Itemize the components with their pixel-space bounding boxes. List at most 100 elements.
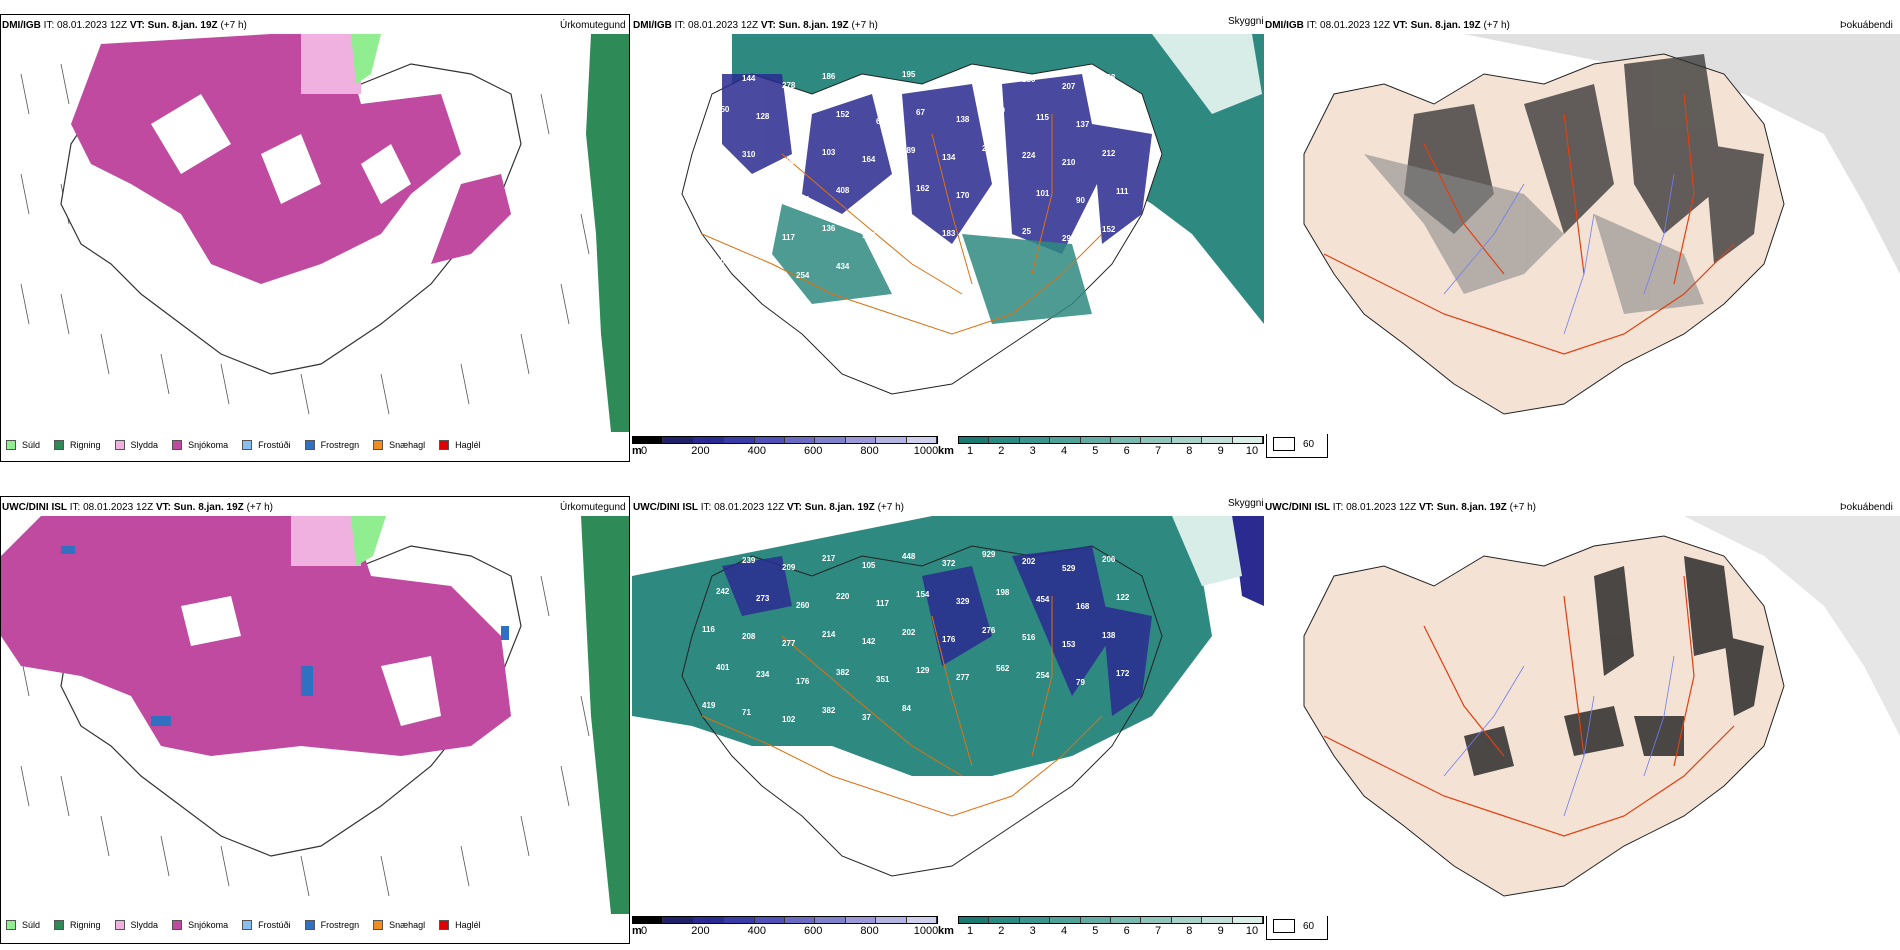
ceiling-value-label: 381 [756, 264, 770, 273]
ceiling-value-label: 239 [742, 556, 756, 565]
legend-swatch [439, 440, 450, 450]
colorbar-tick: 6 [1123, 925, 1130, 937]
ceiling-value-label: 189 [902, 146, 916, 155]
ceiling-value-label: 138 [956, 115, 970, 124]
ceiling-value-label: 202 [1022, 557, 1036, 566]
colorbar-tick: 7 [1154, 445, 1162, 457]
ceiling-value-label: 109 [742, 226, 756, 235]
ceiling-value-label: 122 [1116, 593, 1130, 602]
ceiling-value-label: 214 [822, 630, 836, 639]
colorbar-tick: 400 [747, 925, 766, 937]
colorbar-tick: 600 [804, 925, 823, 937]
legend-item: Súld [6, 440, 40, 450]
row1-precip-legend: Súld Rigning Slydda Snjókoma Frostúði Fr… [6, 440, 495, 450]
colorbar-tick: 4 [1060, 445, 1068, 457]
colorbar-tick: 200 [691, 445, 710, 457]
sleet-area [301, 34, 361, 94]
rain-area-east [586, 34, 629, 432]
legend-item: Slydda [114, 440, 158, 450]
row2-header-precip: UWC/DINI ISL IT: 08.01.2023 12Z VT: Sun.… [2, 502, 273, 513]
ceiling-value-label: 396 [716, 181, 730, 190]
rain-area-east [581, 516, 629, 914]
row2-precip-map [1, 516, 629, 914]
colorbar-cell [845, 917, 877, 923]
row2-fog-map [1264, 516, 1900, 916]
colorbar-cell [815, 437, 846, 443]
colorbar-tick: 0 [640, 925, 648, 937]
legend-swatch [242, 920, 253, 930]
legend-item: Haglél [439, 440, 481, 450]
legend-item: Snæhagl [373, 920, 425, 930]
ceiling-value-label: 180 [1022, 75, 1036, 84]
ceiling-value-label: 84 [902, 704, 911, 713]
ceiling-value-label: 138 [862, 231, 876, 240]
ceiling-value-label: 529 [1062, 564, 1076, 573]
ceiling-value-label: 59 [996, 106, 1005, 115]
ceiling-value-label: 69 [876, 117, 885, 126]
row2-precip-legend: Súld Rigning Slydda Snjókoma Frostúði Fr… [6, 920, 495, 930]
ceiling-value-label: 98 [996, 182, 1005, 191]
row2-model: UWC/DINI ISL [2, 502, 67, 513]
row2-header-fog: UWC/DINI ISL IT: 08.01.2023 12Z VT: Sun.… [1265, 502, 1536, 513]
colorbar-unit: km [938, 925, 954, 937]
colorbar-cell [876, 437, 907, 443]
row2-precip-panel [0, 496, 630, 944]
colorbar-cell [663, 437, 694, 443]
row1-precip-panel [0, 14, 630, 462]
row1-header-precip: DMI/IGB IT: 08.01.2023 12Z VT: Sun. 8.ja… [2, 20, 247, 31]
colorbar-cell [1080, 917, 1112, 923]
ceiling-value-label: 254 [1036, 671, 1050, 680]
ceiling-value-label: 150 [716, 105, 730, 114]
row1-precip-title: Úrkomutegund [560, 20, 626, 31]
ceiling-value-label: 217 [822, 554, 836, 563]
colorbar-unit: m [632, 925, 642, 937]
legend-swatch [114, 920, 125, 930]
ceiling-value-label: 382 [822, 706, 836, 715]
colorbar-cell [1232, 437, 1264, 443]
ceiling-value-label: 351 [876, 675, 890, 684]
colorbar-tick: 1 [966, 445, 974, 457]
road-network [701, 114, 1103, 335]
colorbar-cell [989, 917, 1020, 923]
road-network [1323, 93, 1735, 355]
legend-item: Slydda [114, 920, 158, 930]
colorbar-tick: 2 [998, 445, 1005, 457]
legend-swatch [373, 920, 384, 930]
ceiling-value-label: 144 [742, 74, 756, 83]
colorbar-tick: 7 [1154, 925, 1162, 937]
freezing-rain-areas [61, 546, 509, 726]
ceiling-value-label: 79 [1076, 678, 1085, 687]
colorbar-tick: 3 [1029, 925, 1036, 937]
colorbar-cell [785, 437, 816, 443]
ceiling-value-label: 220 [836, 592, 850, 601]
row1-ceiling-labels: 806 144 278 186 288 195 299 152 180 207 368 150 128 1… [702, 67, 1130, 280]
row2-fog-title: Þokuábendi [1840, 502, 1893, 513]
legend-item: Snæhagl [373, 440, 425, 450]
legend-item: Frostúði [242, 440, 291, 450]
ceiling-value-label: 168 [1076, 602, 1090, 611]
colorbar-cell [1111, 917, 1142, 923]
ceiling-value-label: 273 [756, 594, 770, 603]
colorbar-cell [815, 917, 846, 923]
colorbar-tick: 1000 [913, 925, 939, 937]
ceiling-value-label: 67 [916, 108, 925, 117]
ceiling-value-label: 198 [996, 588, 1010, 597]
ceiling-value-label: 562 [996, 664, 1010, 673]
legend-item: Frostúði [242, 920, 291, 930]
road-network [701, 596, 1103, 817]
colorbar-tick: 2 [998, 925, 1005, 937]
row1-model: DMI/IGB [2, 20, 41, 31]
row2-header-vis: UWC/DINI ISL IT: 08.01.2023 12Z VT: Sun.… [633, 502, 904, 513]
ceiling-value-label: 111 [1116, 187, 1129, 196]
colorbar-cell [1232, 917, 1264, 923]
ceiling-value-label: 90 [1076, 196, 1085, 205]
ceiling-value-label: 103 [822, 148, 836, 157]
legend-item: Súld [6, 920, 40, 930]
colorbar-tick: 10 [1245, 925, 1259, 937]
colorbar-cell [785, 917, 816, 923]
colorbar-cell [989, 437, 1020, 443]
colorbar-cell [959, 917, 990, 923]
colorbar-tick: 0 [640, 445, 648, 457]
legend-swatch [373, 440, 384, 450]
row1-precip-map [1, 34, 629, 432]
